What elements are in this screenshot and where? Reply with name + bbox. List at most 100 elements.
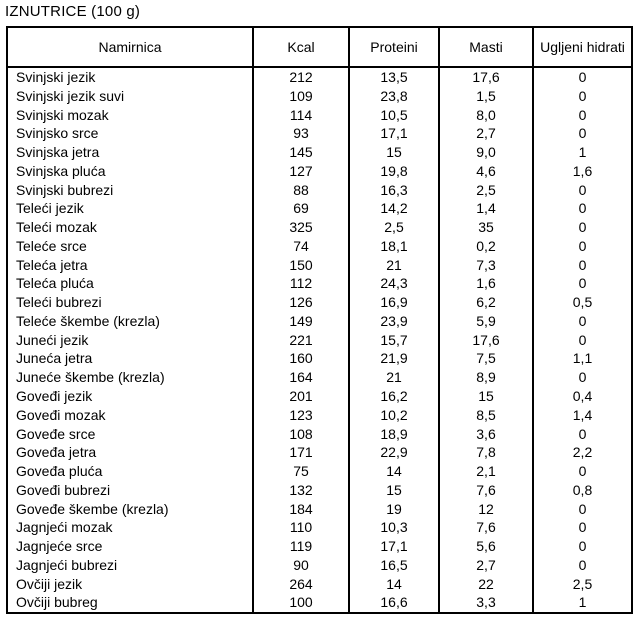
value-cell: 16,5: [348, 555, 440, 575]
value-cell: 100: [252, 593, 350, 615]
value-cell: 1,6: [532, 161, 633, 181]
value-cell: 114: [252, 105, 350, 125]
value-cell: 2,5: [438, 180, 534, 200]
value-cell: 0: [532, 86, 633, 106]
page-title: IZNUTRICE (100 g): [5, 3, 141, 20]
value-cell: 90: [252, 555, 350, 575]
value-cell: 16,6: [348, 593, 440, 615]
value-cell: 0: [532, 518, 633, 538]
value-cell: 13,5: [348, 67, 440, 87]
table-row: Svinjska pluća 127 19,8 4,6 1,6: [6, 161, 633, 181]
value-cell: 4,6: [438, 161, 534, 181]
food-name-cell: Goveđe škembe (krezla): [6, 499, 254, 519]
value-cell: 145: [252, 143, 350, 162]
column-header-kcal: Kcal: [252, 26, 350, 68]
table-row: Goveđa pluća 75 14 2,1 0: [6, 462, 633, 481]
value-cell: 212: [252, 67, 350, 87]
value-cell: 2,5: [532, 574, 633, 594]
table-row: Goveđi mozak 123 10,2 8,5 1,4: [6, 405, 633, 425]
table-row: Goveđe srce 108 18,9 3,6 0: [6, 424, 633, 444]
food-name-cell: Svinjski mozak: [6, 105, 254, 125]
value-cell: 10,2: [348, 405, 440, 425]
value-cell: 0,2: [438, 236, 534, 256]
value-cell: 132: [252, 480, 350, 500]
value-cell: 16,3: [348, 180, 440, 200]
value-cell: 7,6: [438, 518, 534, 538]
value-cell: 5,9: [438, 311, 534, 331]
value-cell: 6,2: [438, 293, 534, 312]
value-cell: 7,8: [438, 443, 534, 463]
nutrition-table: Namirnica Kcal Proteini Masti Ugljeni hi…: [6, 26, 633, 615]
table-row: Juneće škembe (krezla) 164 21 8,9 0: [6, 368, 633, 388]
food-name-cell: Teleći mozak: [6, 218, 254, 237]
value-cell: 171: [252, 443, 350, 463]
food-name-cell: Jagnjeće srce: [6, 537, 254, 556]
value-cell: 15: [348, 143, 440, 162]
value-cell: 14: [348, 574, 440, 594]
value-cell: 149: [252, 311, 350, 331]
value-cell: 22: [438, 574, 534, 594]
value-cell: 19,8: [348, 161, 440, 181]
table-row: Jagnjeći bubrezi 90 16,5 2,7 0: [6, 555, 633, 575]
food-name-cell: Svinjska pluća: [6, 161, 254, 181]
value-cell: 15: [438, 387, 534, 406]
value-cell: 3,6: [438, 424, 534, 444]
value-cell: 0: [532, 311, 633, 331]
value-cell: 0: [532, 274, 633, 294]
table-row: Teleća pluća 112 24,3 1,6 0: [6, 274, 633, 294]
table-row: Goveđi bubrezi 132 15 7,6 0,8: [6, 480, 633, 500]
value-cell: 201: [252, 387, 350, 406]
value-cell: 2,2: [532, 443, 633, 463]
value-cell: 15,7: [348, 330, 440, 350]
value-cell: 17,6: [438, 330, 534, 350]
value-cell: 108: [252, 424, 350, 444]
food-name-cell: Goveđi mozak: [6, 405, 254, 425]
food-name-cell: Goveđa pluća: [6, 462, 254, 481]
table-row: Svinjski jezik suvi 109 23,8 1,5 0: [6, 86, 633, 106]
value-cell: 24,3: [348, 274, 440, 294]
table-row: Jagnjeće srce 119 17,1 5,6 0: [6, 537, 633, 556]
value-cell: 221: [252, 330, 350, 350]
table-row: Svinjski bubrezi 88 16,3 2,5 0: [6, 180, 633, 200]
value-cell: 8,9: [438, 368, 534, 388]
value-cell: 74: [252, 236, 350, 256]
value-cell: 127: [252, 161, 350, 181]
food-name-cell: Goveđi bubrezi: [6, 480, 254, 500]
value-cell: 0: [532, 67, 633, 87]
value-cell: 0: [532, 255, 633, 275]
value-cell: 17,6: [438, 67, 534, 87]
value-cell: 0: [532, 236, 633, 256]
table-row: Teleći bubrezi 126 16,9 6,2 0,5: [6, 293, 633, 312]
value-cell: 7,5: [438, 349, 534, 369]
value-cell: 16,9: [348, 293, 440, 312]
value-cell: 0: [532, 555, 633, 575]
value-cell: 14: [348, 462, 440, 481]
value-cell: 7,6: [438, 480, 534, 500]
value-cell: 0,8: [532, 480, 633, 500]
value-cell: 109: [252, 86, 350, 106]
food-name-cell: Svinjski jezik: [6, 67, 254, 87]
value-cell: 10,5: [348, 105, 440, 125]
value-cell: 17,1: [348, 537, 440, 556]
value-cell: 12: [438, 499, 534, 519]
value-cell: 88: [252, 180, 350, 200]
table-row: Svinjski jezik 212 13,5 17,6 0: [6, 67, 633, 87]
food-name-cell: Svinjsko srce: [6, 124, 254, 144]
food-name-cell: Teleće škembe (krezla): [6, 311, 254, 331]
value-cell: 21: [348, 255, 440, 275]
table-row: Ovčiji bubreg 100 16,6 3,3 1: [6, 593, 633, 615]
value-cell: 16,2: [348, 387, 440, 406]
value-cell: 119: [252, 537, 350, 556]
value-cell: 18,1: [348, 236, 440, 256]
value-cell: 14,2: [348, 199, 440, 219]
table-row: Juneća jetra 160 21,9 7,5 1,1: [6, 349, 633, 369]
table-row: Svinjska jetra 145 15 9,0 1: [6, 143, 633, 162]
food-name-cell: Juneći jezik: [6, 330, 254, 350]
food-name-cell: Goveđa jetra: [6, 443, 254, 463]
value-cell: 164: [252, 368, 350, 388]
value-cell: 160: [252, 349, 350, 369]
value-cell: 0: [532, 368, 633, 388]
value-cell: 1,4: [438, 199, 534, 219]
value-cell: 0: [532, 105, 633, 125]
value-cell: 184: [252, 499, 350, 519]
